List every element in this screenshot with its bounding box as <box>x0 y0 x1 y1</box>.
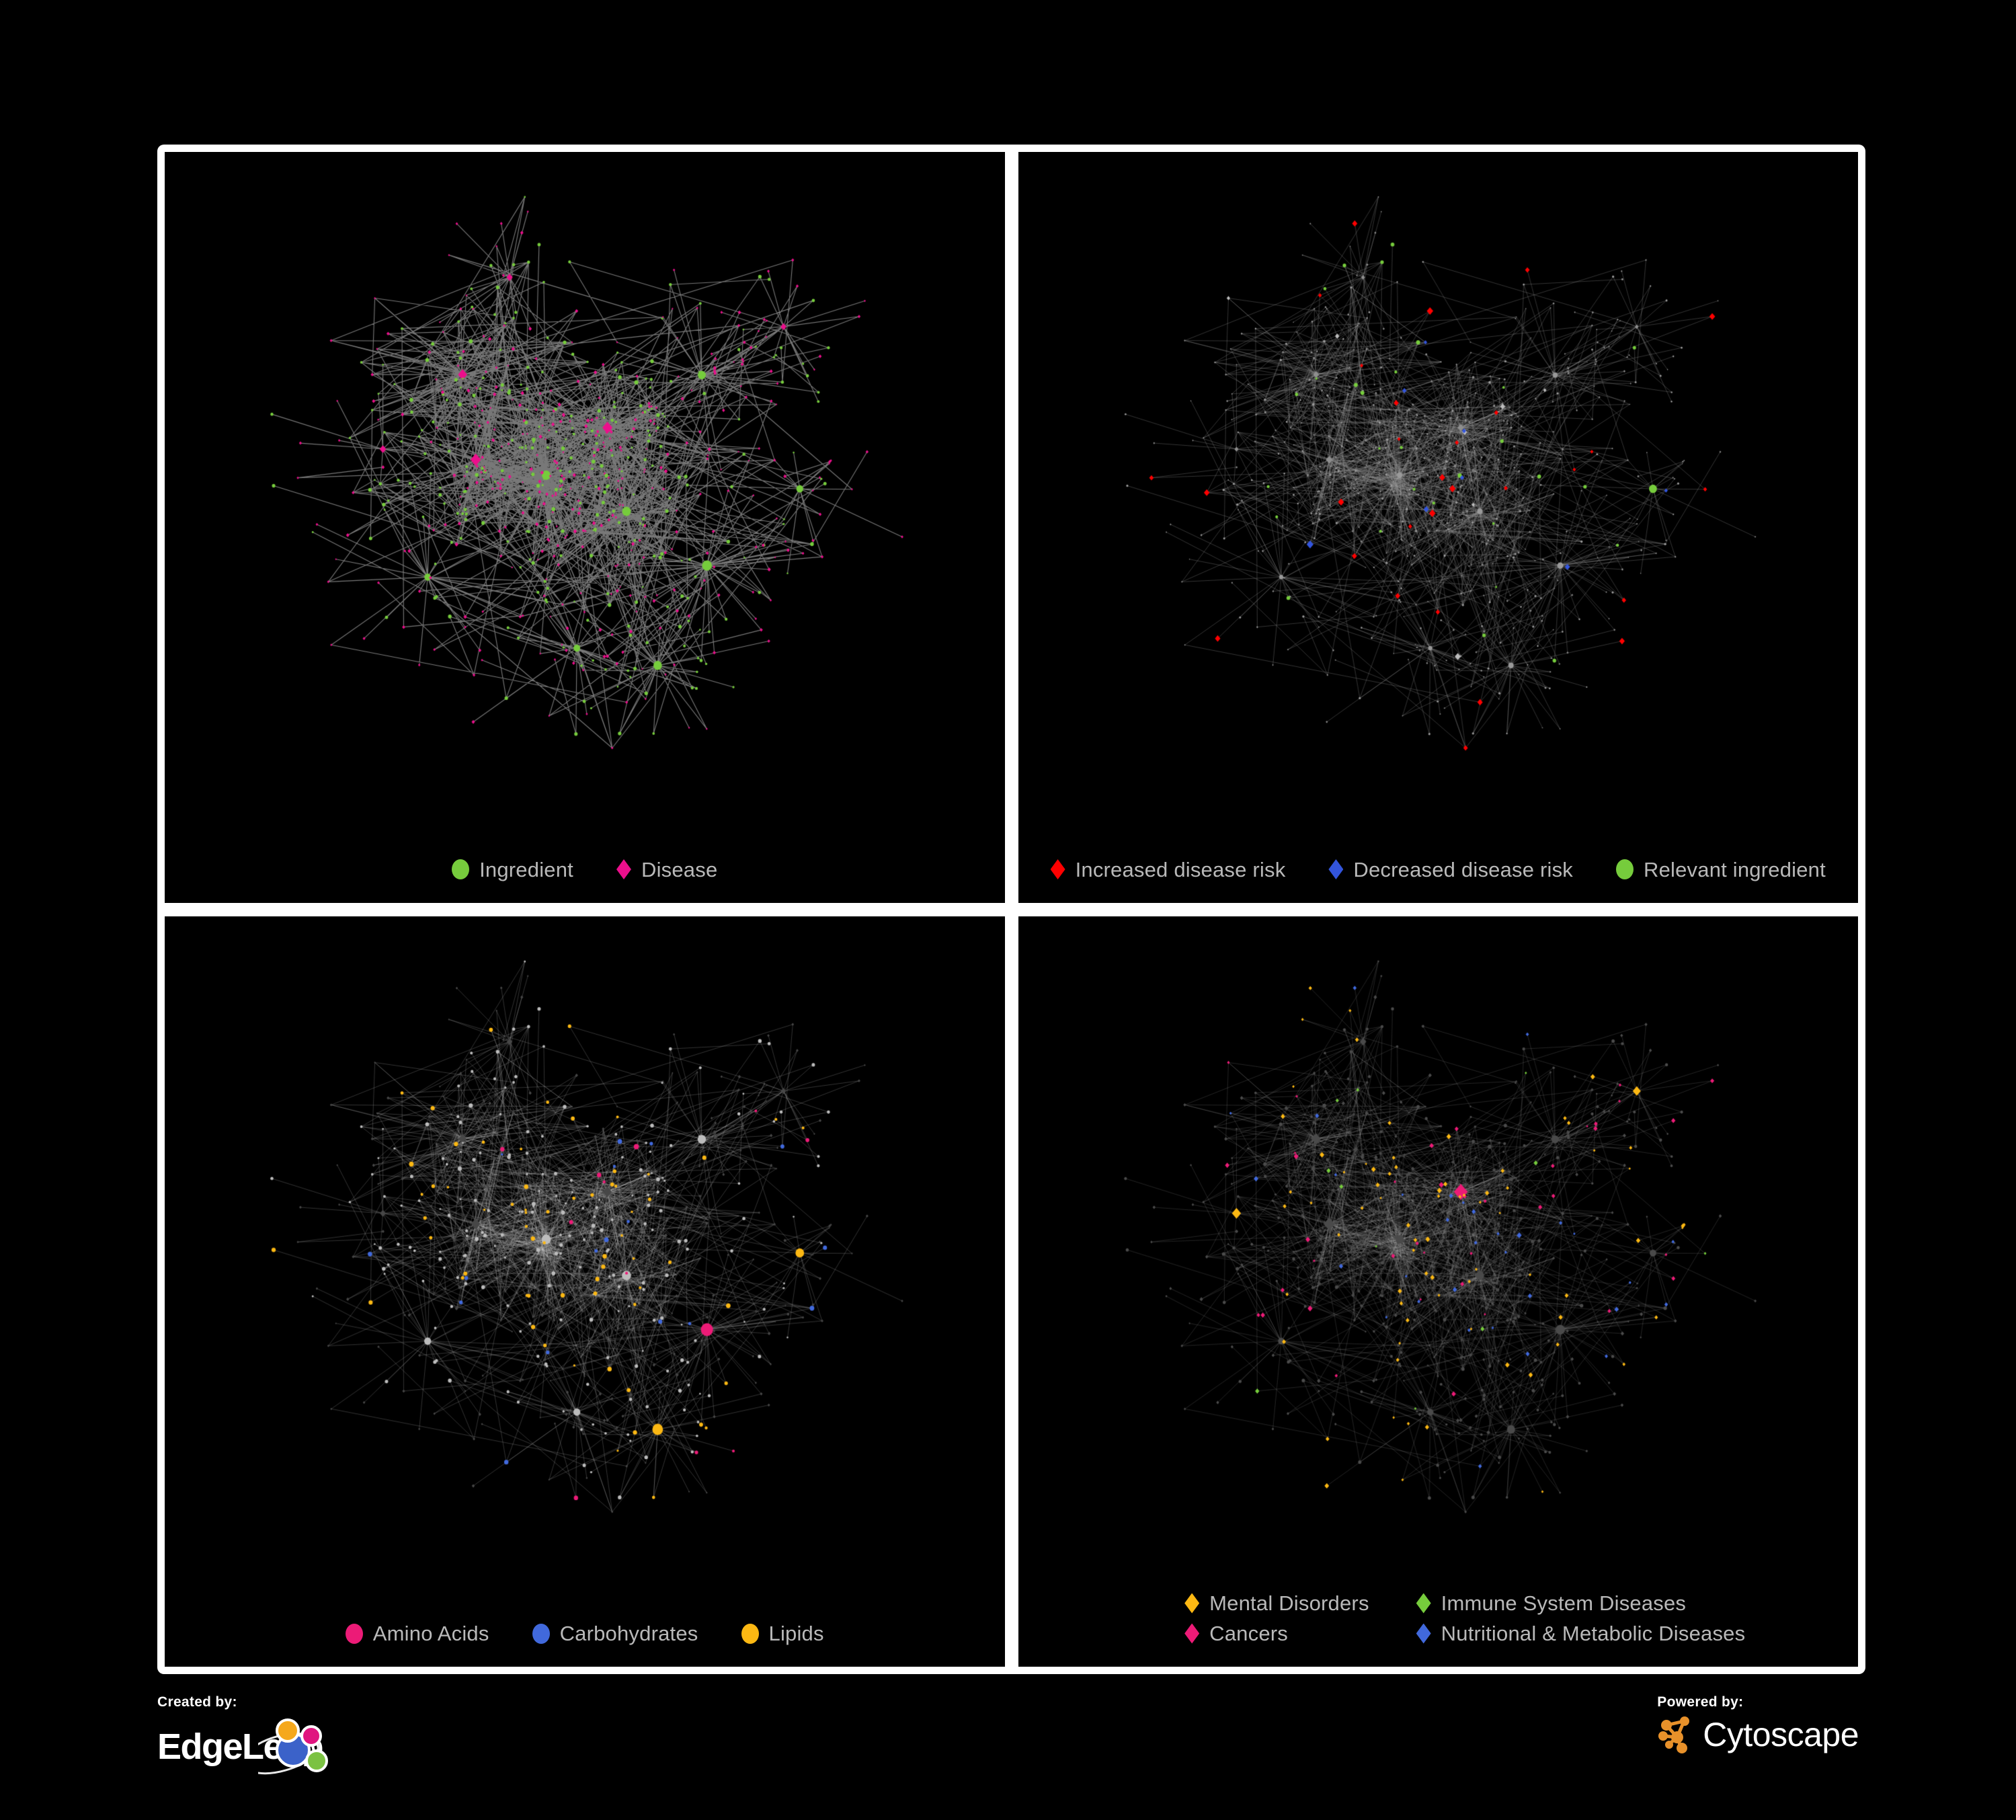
lipids-circle-icon <box>741 1623 759 1644</box>
edgeleap-logo-row: EdgeLeap <box>157 1713 346 1780</box>
legend-item-nutritional-metabolic-diseases[interactable]: Nutritional & Metabolic Diseases <box>1416 1623 1746 1644</box>
footer-branding: Created by: EdgeLeap Powered by: <box>157 1694 1859 1802</box>
legend-item-immune-system-diseases[interactable]: Immune System Diseases <box>1416 1593 1746 1614</box>
legend-label-nutritional-metabolic-diseases: Nutritional & Metabolic Diseases <box>1441 1622 1746 1645</box>
panel-nutrient-classes: Amino Acids Carbohydrates Lipids <box>165 916 1005 1667</box>
decreased-risk-diamond-icon <box>1328 859 1344 879</box>
network-canvas-disease-classes[interactable] <box>1018 916 1858 1667</box>
network-canvas-ingredient-disease[interactable] <box>165 152 1005 903</box>
disease-diamond-icon <box>616 859 631 879</box>
brand-cytoscape[interactable]: Powered by: <box>1657 1694 1859 1755</box>
panel-grid: Ingredient Disease Increased disease ris… <box>165 152 1858 1667</box>
legend-item-ingredient[interactable]: Ingredient <box>452 859 573 880</box>
legend-item-amino-acids[interactable]: Amino Acids <box>345 1622 489 1645</box>
brand-edgeleap[interactable]: Created by: EdgeLeap <box>157 1694 346 1780</box>
legend-label-amino-acids: Amino Acids <box>372 1622 489 1645</box>
legend-item-lipids[interactable]: Lipids <box>741 1623 824 1644</box>
cytoscape-logo-row: Cytoscape <box>1657 1714 1859 1755</box>
ingredient-circle-icon <box>452 859 470 879</box>
panel-ingredient-disease: Ingredient Disease <box>165 152 1005 903</box>
powered-by-label: Powered by: <box>1657 1694 1744 1710</box>
legend-label-increased-risk: Increased disease risk <box>1075 857 1286 881</box>
legend-label-lipids: Lipids <box>768 1622 824 1645</box>
cancers-diamond-icon <box>1184 1623 1200 1644</box>
legend-item-disease[interactable]: Disease <box>616 859 717 880</box>
legend-label-mental-disorders: Mental Disorders <box>1209 1591 1369 1615</box>
network-canvas-disease-risk[interactable] <box>1018 152 1858 903</box>
immune-system-diseases-diamond-icon <box>1416 1593 1431 1614</box>
mental-disorders-diamond-icon <box>1184 1593 1200 1614</box>
legend-item-decreased-risk[interactable]: Decreased disease risk <box>1328 859 1573 880</box>
legend-item-increased-risk[interactable]: Increased disease risk <box>1050 857 1286 881</box>
amino-acids-circle-icon <box>345 1623 363 1644</box>
legend-ingredient-disease: Ingredient Disease <box>165 859 1005 880</box>
created-by-label: Created by: <box>157 1694 237 1710</box>
panel-disease-classes: Mental Disorders Immune System Diseases … <box>1018 916 1859 1667</box>
cytoscape-wordmark: Cytoscape <box>1703 1716 1859 1753</box>
legend-label-carbohydrates: Carbohydrates <box>559 1622 698 1645</box>
legend-label-immune-system-diseases: Immune System Diseases <box>1441 1591 1687 1615</box>
legend-item-carbohydrates[interactable]: Carbohydrates <box>532 1623 698 1644</box>
edgeleap-nodes-icon <box>258 1718 329 1775</box>
legend-nutrient-classes: Amino Acids Carbohydrates Lipids <box>165 1623 1005 1644</box>
legend-item-mental-disorders[interactable]: Mental Disorders <box>1184 1593 1369 1614</box>
network-canvas-nutrient-classes[interactable] <box>165 916 1005 1667</box>
legend-item-cancers[interactable]: Cancers <box>1184 1623 1369 1644</box>
nutritional-metabolic-diamond-icon <box>1416 1623 1431 1644</box>
cytoscape-network-icon <box>1658 1716 1690 1753</box>
legend-label-disease: Disease <box>641 857 718 881</box>
increased-risk-diamond-icon <box>1050 859 1065 879</box>
figure-frame: Ingredient Disease Increased disease ris… <box>157 145 1865 1674</box>
panel-disease-risk: Increased disease risk Decreased disease… <box>1018 152 1859 903</box>
relevant-ingredient-circle-icon <box>1616 859 1634 879</box>
legend-disease-classes: Mental Disorders Immune System Diseases … <box>1018 1593 1859 1644</box>
legend-label-ingredient: Ingredient <box>479 857 573 881</box>
legend-disease-risk: Increased disease risk Decreased disease… <box>1018 859 1859 880</box>
legend-label-decreased-risk: Decreased disease risk <box>1353 857 1573 881</box>
legend-label-cancers: Cancers <box>1209 1622 1288 1645</box>
legend-label-relevant-ingredient: Relevant ingredient <box>1644 857 1826 881</box>
legend-item-relevant-ingredient[interactable]: Relevant ingredient <box>1616 859 1826 880</box>
carbohydrates-circle-icon <box>532 1623 550 1644</box>
